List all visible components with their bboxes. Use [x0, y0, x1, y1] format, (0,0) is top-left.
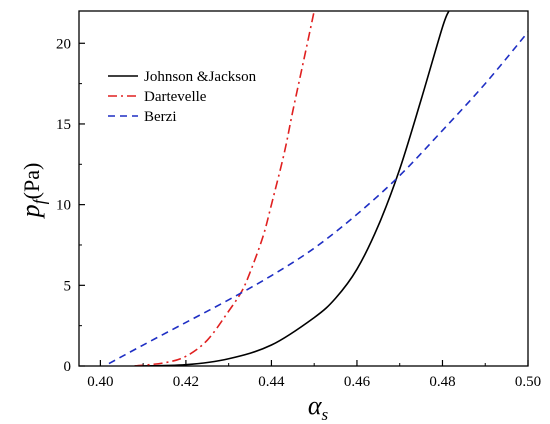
x-axis-subscript: s: [322, 405, 329, 424]
plot-frame: [78, 10, 529, 367]
legend-label: Dartevelle: [144, 89, 207, 105]
y-axis-subscript: f: [29, 196, 49, 204]
x-tick-label: 0.48: [429, 374, 455, 390]
y-tick-label: 10: [56, 198, 71, 214]
series-line-1: [134, 11, 315, 366]
x-tick-label: 0.50: [515, 374, 541, 390]
y-tick-label: 5: [64, 278, 72, 294]
x-ticks: 0.40 0.42 0.44 0.46 0.48 0.50: [87, 360, 541, 390]
y-axis-symbol: p: [16, 204, 45, 219]
y-tick-label: 15: [56, 117, 71, 133]
x-axis-title: αs: [308, 391, 329, 424]
x-axis-symbol: α: [308, 391, 323, 420]
y-axis-title: pf(Pa): [16, 163, 49, 220]
legend-label: Johnson &Jackson: [144, 69, 257, 85]
x-tick-label: 0.40: [87, 374, 113, 390]
y-axis-unit: (Pa): [19, 163, 44, 200]
x-tick-label: 0.44: [258, 374, 285, 390]
y-ticks: 0 5 10 15 20: [56, 36, 85, 375]
legend: Johnson &Jackson Dartevelle Berzi: [108, 69, 257, 125]
x-tick-label: 0.46: [344, 374, 371, 390]
legend-label: Berzi: [144, 109, 176, 125]
x-tick-label: 0.42: [173, 374, 199, 390]
y-tick-label: 20: [56, 36, 71, 52]
series-line-0: [134, 11, 450, 366]
series-line-2: [108, 31, 528, 365]
series-lines: [108, 11, 528, 366]
y-tick-label: 0: [64, 359, 72, 375]
